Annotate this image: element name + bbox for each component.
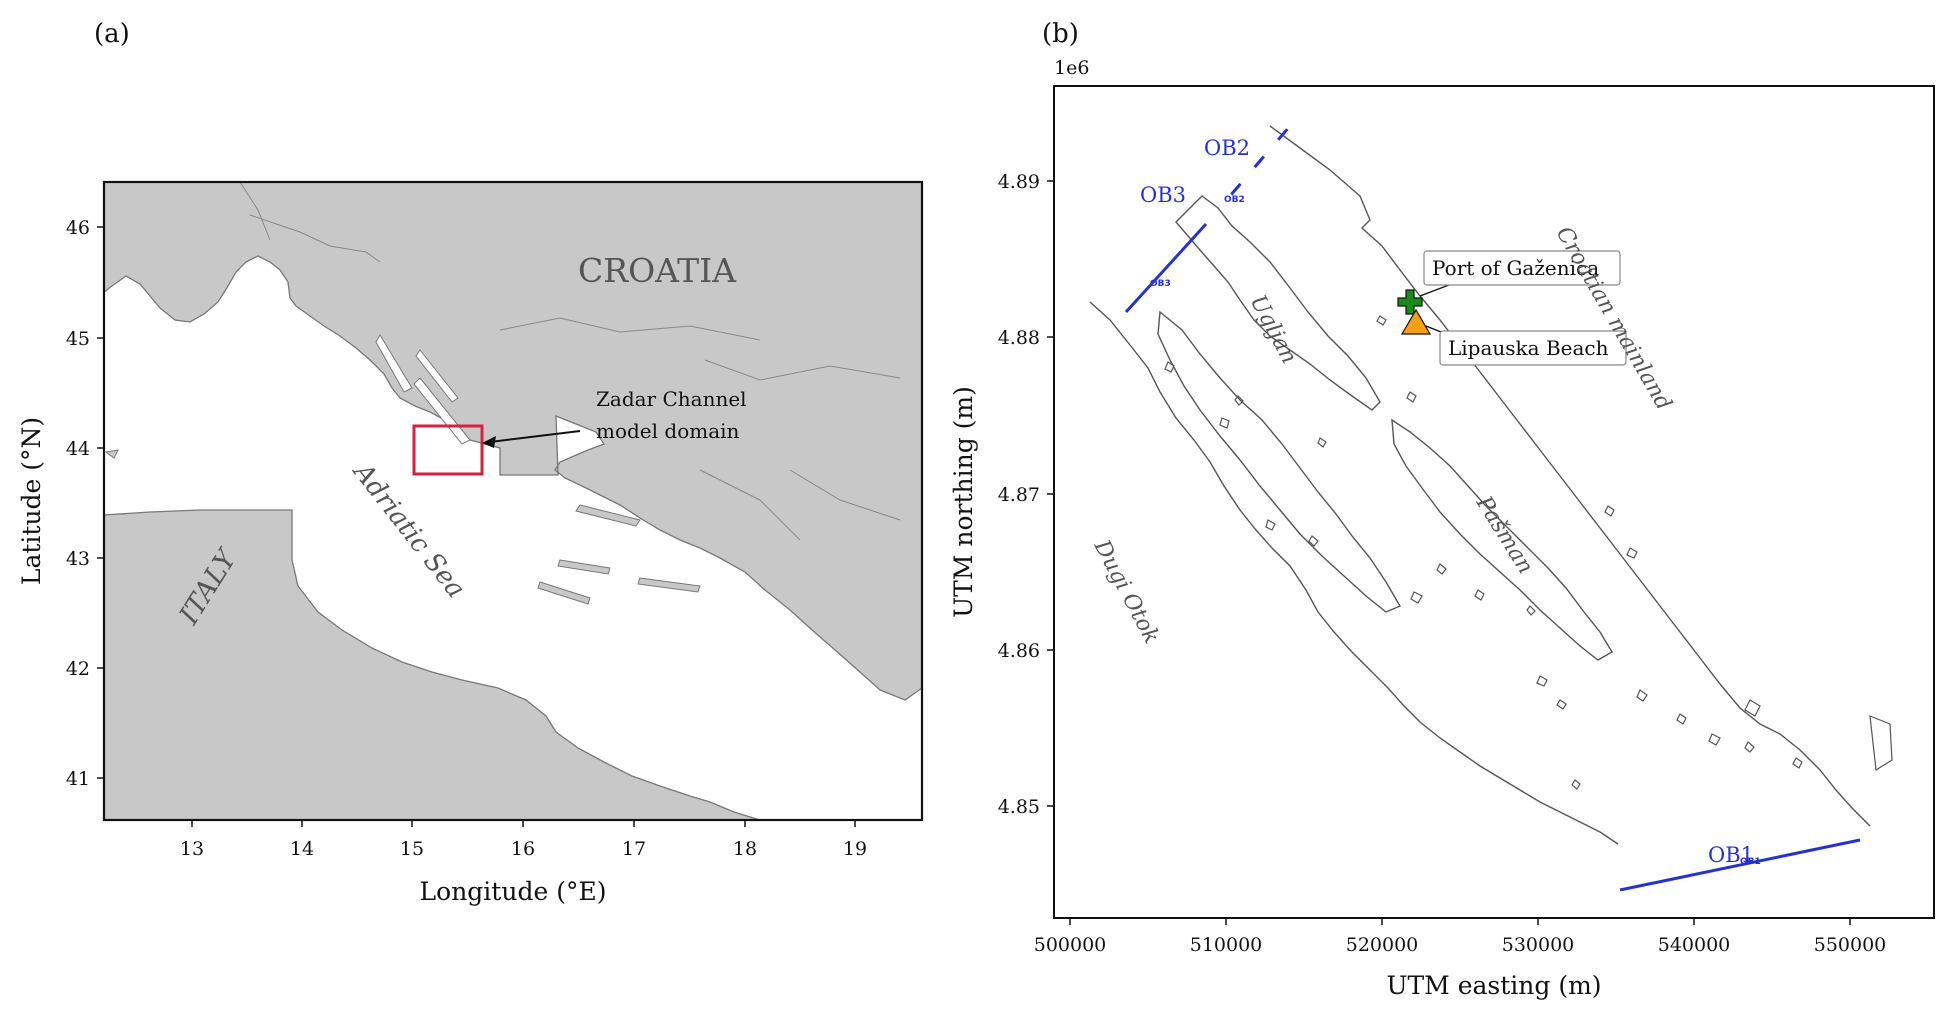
y-tick-b-3: 4.86	[998, 640, 1040, 662]
label-pasman: Pašman	[1470, 491, 1538, 578]
x-tick-a-5: 18	[733, 838, 757, 860]
label-ugljan: Ugljan	[1245, 291, 1302, 368]
panel-b-offset: 1e6	[1054, 57, 1089, 79]
boundary-ob2	[1228, 125, 1292, 197]
port-callout-box	[1423, 250, 1621, 286]
panel-a-y-axis: 46 45 44 43 42 41	[66, 217, 104, 790]
boundary-ob3	[1124, 222, 1208, 314]
y-tick-a-4: 42	[66, 658, 90, 680]
model-domain-box	[412, 424, 484, 476]
port-marker	[1397, 289, 1423, 315]
x-tick-b-0: 500000	[1034, 934, 1107, 956]
land-italy	[104, 509, 761, 820]
x-tick-a-0: 13	[180, 838, 204, 860]
label-dugi-otok: Dugi Otok	[1088, 535, 1164, 648]
x-tick-b-4: 540000	[1658, 934, 1731, 956]
y-tick-a-5: 41	[66, 768, 90, 790]
x-tick-a-3: 16	[511, 838, 535, 860]
label-ob2: OB2	[1204, 136, 1250, 160]
y-tick-a-0: 46	[66, 217, 90, 239]
y-tick-a-3: 43	[66, 548, 90, 570]
label-ob1: OB1	[1708, 843, 1754, 867]
x-tick-a-6: 19	[843, 838, 867, 860]
beach-label: Lipauska Beach	[1448, 336, 1609, 360]
y-tick-b-1: 4.88	[998, 327, 1040, 349]
coast-pasman	[1391, 418, 1613, 661]
label-croatia: CROATIA	[578, 251, 737, 290]
y-tick-b-2: 4.87	[998, 484, 1040, 506]
label-ob3-small: OB3	[1150, 279, 1171, 289]
x-tick-b-1: 510000	[1190, 934, 1263, 956]
panel-b-label: (b)	[1042, 19, 1079, 49]
panel-a-xlabel: Longitude (°E)	[420, 877, 607, 906]
label-ob1-small: OB1	[1740, 857, 1761, 867]
label-ob3: OB3	[1140, 183, 1186, 207]
coast-dugi-otok	[1089, 301, 1619, 845]
annotation-arrow	[482, 436, 496, 448]
annotation-line-1: Zadar Channel	[596, 387, 747, 411]
annotation-line-2: model domain	[596, 419, 740, 443]
panel-b-x-axis: 500000 510000 520000 530000 540000 55000…	[1034, 918, 1887, 956]
beach-marker	[1400, 308, 1432, 335]
y-tick-b-4: 4.85	[998, 796, 1040, 818]
islets	[1164, 315, 1803, 790]
panel-a-x-axis: 13 14 15 16 17 18 19	[180, 820, 867, 860]
x-tick-b-2: 520000	[1346, 934, 1419, 956]
panel-b-xlabel: UTM easting (m)	[1386, 971, 1601, 1000]
x-tick-b-3: 530000	[1502, 934, 1575, 956]
coast-mainland	[1269, 125, 1871, 827]
panel-b-y-axis: 4.89 4.88 4.87 4.86 4.85	[998, 171, 1054, 818]
beach-callout-box	[1439, 330, 1627, 366]
x-tick-b-5: 550000	[1814, 934, 1887, 956]
x-tick-a-4: 17	[622, 838, 646, 860]
y-tick-b-0: 4.89	[998, 171, 1040, 193]
x-tick-a-1: 14	[290, 838, 314, 860]
x-tick-a-2: 15	[400, 838, 424, 860]
panel-a-map: Zadar Channel model domain CROATIA ITALY…	[17, 180, 924, 906]
panel-b-ylabel: UTM northing (m)	[949, 386, 978, 618]
coast-ugljan	[1175, 195, 1381, 411]
port-label: Port of Gaženica	[1432, 256, 1599, 280]
panel-a-label: (a)	[94, 19, 130, 49]
panel-b-map: OB1 OB2 OB3 OB1 OB2 OB3 Port of Gaženica…	[949, 85, 1935, 1000]
y-tick-a-1: 45	[66, 328, 90, 350]
boundary-ob1	[1619, 838, 1861, 892]
y-tick-a-2: 44	[66, 438, 90, 460]
panel-a-ylabel: Latitude (°N)	[17, 417, 46, 585]
label-ob2-small: OB2	[1224, 195, 1245, 205]
